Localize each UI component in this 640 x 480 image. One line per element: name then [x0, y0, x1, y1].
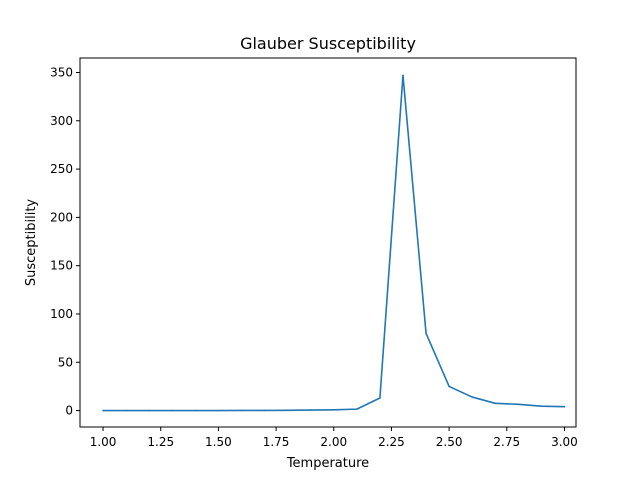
data-point	[448, 385, 450, 388]
data-point	[148, 409, 151, 412]
series-layer	[102, 74, 566, 412]
y-tick-label: 350	[50, 65, 73, 79]
data-point	[309, 409, 312, 411]
x-tick-label: 1.50	[205, 435, 232, 449]
data-point	[471, 396, 473, 398]
data-point	[171, 409, 174, 412]
plot-frame	[79, 57, 577, 428]
y-tick-label: 50	[58, 355, 73, 369]
data-point	[194, 409, 197, 412]
y-tick-label: 150	[50, 259, 73, 273]
data-point	[356, 408, 358, 410]
x-tick-label: 2.75	[493, 435, 520, 449]
y-tick-label: 0	[65, 404, 73, 418]
data-point	[494, 402, 497, 405]
chart-title: Glauber Susceptibility	[240, 34, 416, 53]
data-point	[332, 409, 335, 411]
plot-area	[80, 58, 576, 427]
y-tick-label: 250	[50, 162, 73, 176]
x-tick-label: 2.25	[378, 435, 405, 449]
y-axis-label: Susceptibility	[24, 199, 39, 287]
y-axis-ticks: 0 50 100 150 200 250 300 350	[50, 65, 80, 418]
x-tick-label: 1.25	[147, 435, 174, 449]
data-point	[240, 409, 243, 412]
x-tick-label: 2.00	[320, 435, 347, 449]
x-tick-label: 2.50	[436, 435, 463, 449]
data-point	[402, 74, 404, 77]
y-tick-label: 100	[50, 307, 73, 321]
data-point	[125, 409, 127, 412]
x-axis-label: Temperature	[286, 456, 369, 471]
data-point	[563, 405, 566, 408]
x-tick-label: 1.00	[90, 435, 117, 449]
x-axis-ticks: 1.00 1.25 1.50 1.75 2.00 2.25 2.50 2.75 3.00	[90, 427, 578, 449]
data-point	[540, 405, 543, 408]
data-point	[517, 403, 520, 406]
x-tick-label: 3.00	[551, 435, 578, 449]
x-tick-label: 1.75	[263, 435, 290, 449]
data-point	[425, 332, 427, 335]
data-point	[379, 397, 381, 399]
data-point	[263, 409, 266, 412]
data-point	[102, 409, 104, 412]
data-point	[217, 409, 220, 412]
y-tick-label: 200	[50, 210, 73, 224]
data-point	[286, 409, 289, 412]
y-tick-label: 300	[50, 114, 73, 128]
